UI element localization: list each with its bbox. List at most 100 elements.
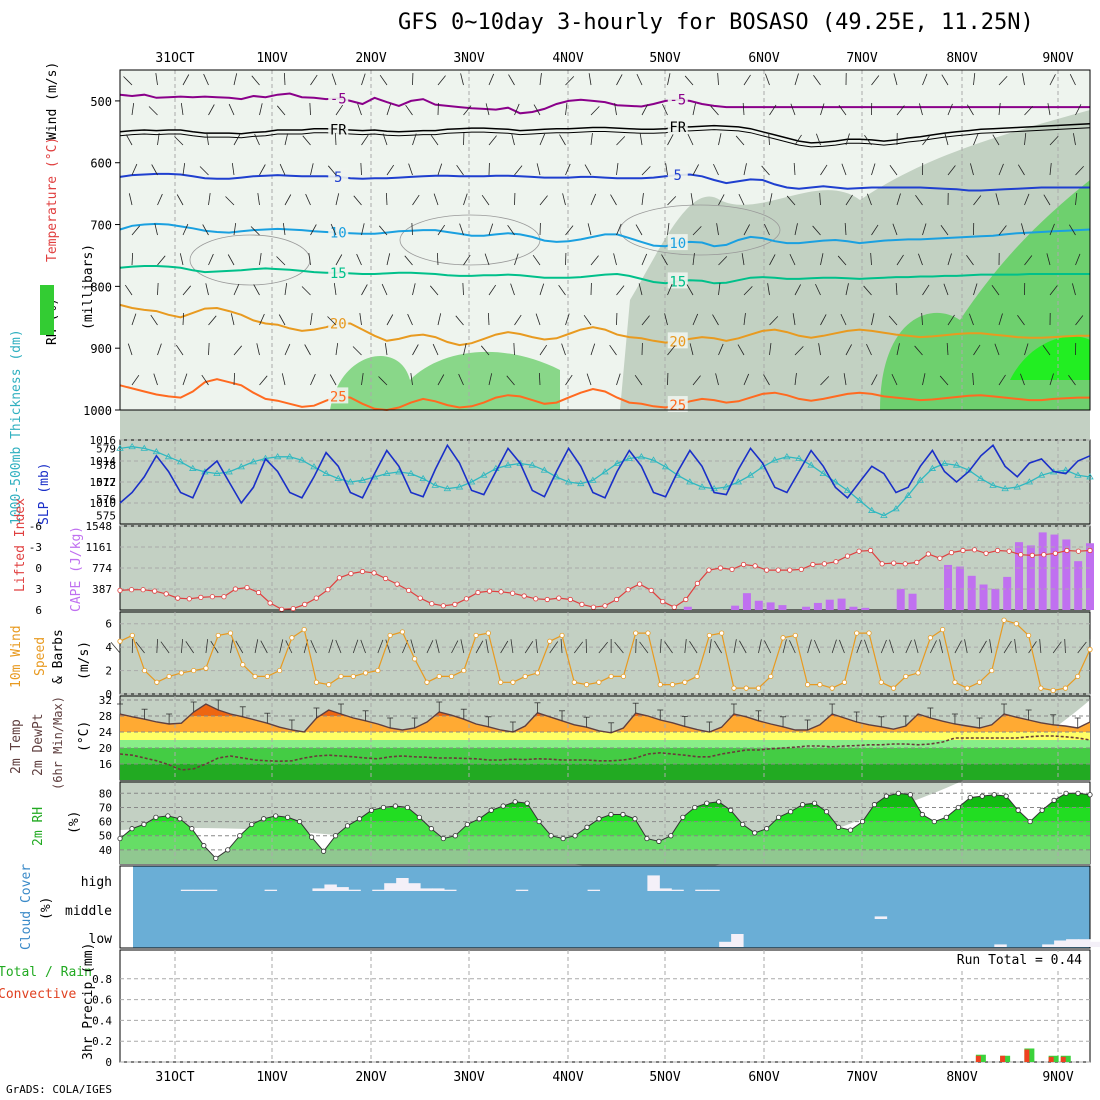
rh2m-point-36 <box>549 834 553 838</box>
cloud-low-72 <box>994 944 1006 947</box>
rh2m-point-70 <box>956 805 960 809</box>
temp-band-20-22 <box>120 740 1090 748</box>
wind10m-speed-point-27 <box>449 674 453 678</box>
rh2m-point-42 <box>621 812 625 816</box>
wind10m-speed-point-14 <box>290 636 294 640</box>
meteogram-chart: 31OCT31OCT1NOV1NOV2NOV2NOV3NOV3NOV4NOV4N… <box>0 0 1100 1100</box>
lifted-index-point-34 <box>510 591 514 595</box>
rh2m-point-9 <box>226 848 230 852</box>
wind10m-speed-point-33 <box>523 674 527 678</box>
temp-contour-label-4-1: 15 <box>669 274 686 290</box>
wind10m-speed-point-23 <box>400 630 404 634</box>
lifted-index-point-50 <box>695 581 699 585</box>
rh2m-point-75 <box>1016 808 1020 812</box>
rh2m-point-45 <box>657 839 661 843</box>
temp-contour-label-0-0: -5 <box>330 91 347 107</box>
lifted-index-point-54 <box>741 562 745 566</box>
wind10m-speed-point-59 <box>842 680 846 684</box>
cloud-high-17 <box>336 887 348 891</box>
wind10m-speed-point-0 <box>118 639 122 643</box>
rh2m-point-10 <box>238 834 242 838</box>
li-ytick-6: 6 <box>35 604 42 617</box>
rh2m-point-55 <box>776 815 780 819</box>
rh2m-point-30 <box>477 817 481 821</box>
rh2m-point-11 <box>250 822 254 826</box>
wind10m-speed-point-3 <box>155 680 159 684</box>
wind10m-speed-point-75 <box>1039 686 1043 690</box>
cape-bar-67 <box>909 594 917 610</box>
rh2m-point-65 <box>896 791 900 795</box>
lifted-index-point-49 <box>684 597 688 601</box>
lifted-index-point-20 <box>349 571 353 575</box>
cloud-high-32 <box>516 890 528 891</box>
wind10m-speed-point-11 <box>253 674 257 678</box>
cloud-background <box>133 866 1090 948</box>
lifted-index-point-55 <box>753 564 757 568</box>
cloud-high-20 <box>372 890 384 891</box>
upper-air-ylabel-700: 700 <box>90 219 112 233</box>
wind10m-speed-point-1 <box>130 633 134 637</box>
x-tick-top-5nov: 5NOV <box>649 51 680 66</box>
li-ytick--6: -6 <box>29 520 42 533</box>
lifted-index-point-16 <box>303 602 307 606</box>
lifted-index-point-13 <box>268 601 272 605</box>
wind10m-speed-point-51 <box>744 686 748 690</box>
cape-ytick-1161: 1161 <box>86 541 113 554</box>
temp-label-dewpt: 2m DewPt <box>31 713 46 776</box>
lifted-index-point-11 <box>245 585 249 589</box>
rh2m-point-14 <box>285 815 289 819</box>
cape-bar-79 <box>1051 535 1059 610</box>
rh2m-point-48 <box>693 805 697 809</box>
cape-bar-53 <box>743 593 751 610</box>
lifted-index-point-1 <box>129 588 133 592</box>
lifted-index-point-81 <box>1053 551 1057 555</box>
upper-air-ylabel-900: 900 <box>90 342 112 356</box>
wind10m-speed-point-67 <box>940 627 944 631</box>
wind10m-speed-point-36 <box>560 633 564 637</box>
lifted-index-point-25 <box>406 588 410 592</box>
wind10m-speed-point-25 <box>425 680 429 684</box>
lifted-index-point-44 <box>626 588 630 592</box>
cape-bar-78 <box>1039 532 1047 610</box>
rh2m-point-72 <box>980 794 984 798</box>
precip-label-total-rain: Total / Rain <box>0 965 92 980</box>
rh2m-point-56 <box>788 809 792 813</box>
rh2m-point-20 <box>357 817 361 821</box>
lifted-index-point-73 <box>961 548 965 552</box>
upper-air-ylabel-1000: 1000 <box>83 404 112 418</box>
rh2m-point-16 <box>309 835 313 839</box>
wind10m-speed-point-16 <box>314 680 318 684</box>
cape-bar-54 <box>755 601 763 610</box>
temp-contour-label-5-1: 20 <box>669 334 686 350</box>
precip-convective-bar-75 <box>1024 1050 1029 1062</box>
lifted-index-point-23 <box>383 576 387 580</box>
wind10m-speed-point-61 <box>867 631 871 635</box>
precip-convective-bar-77 <box>1049 1057 1054 1062</box>
upper-air-label-millibars: (millibars) <box>81 244 96 330</box>
wind10m-speed-point-76 <box>1051 688 1055 692</box>
wind10m-speed-point-70 <box>977 680 981 684</box>
wind10m-speed-point-79 <box>1088 647 1092 651</box>
rh2m-point-77 <box>1040 808 1044 812</box>
wind10m-speed-point-63 <box>891 686 895 690</box>
rh-ytick-60: 60 <box>99 816 112 829</box>
wind10m-speed-point-72 <box>1002 618 1006 622</box>
wind-label-speed: Speed <box>33 637 48 676</box>
lifted-index-point-53 <box>730 567 734 571</box>
cape-bar-56 <box>778 605 786 610</box>
x-tick-bottom-8nov: 8NOV <box>946 1070 977 1085</box>
lifted-index-point-62 <box>834 560 838 564</box>
rh2m-point-33 <box>513 800 517 804</box>
lifted-index-point-82 <box>1065 548 1069 552</box>
wind10m-speed-point-49 <box>719 631 723 635</box>
rh2m-point-51 <box>729 808 733 812</box>
rh2m-point-38 <box>573 834 577 838</box>
lifted-index-point-68 <box>903 562 907 566</box>
rh2m-point-21 <box>369 808 373 812</box>
x-tick-top-7nov: 7NOV <box>846 51 877 66</box>
lifted-index-point-36 <box>534 597 538 601</box>
temp-contour-label-3-0: 10 <box>330 226 347 242</box>
lifted-index-point-65 <box>868 548 872 552</box>
upper-air-ylabel-500: 500 <box>90 95 112 109</box>
wind10m-speed-point-7 <box>204 666 208 670</box>
